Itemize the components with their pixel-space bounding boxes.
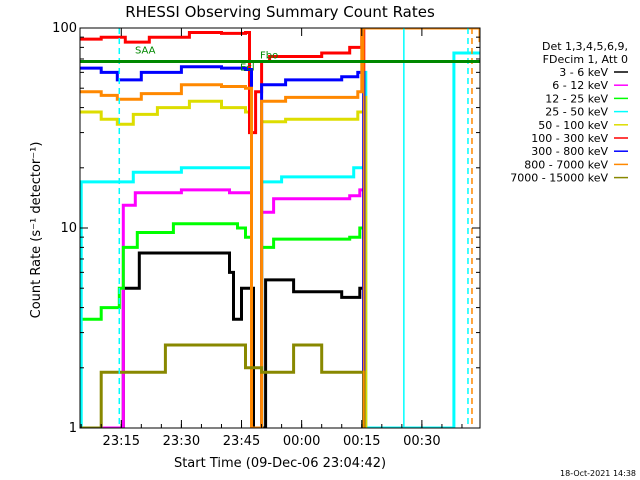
flag-label-saa: SAA [135,45,156,56]
legend-header-2: FDecim 1, Att 0 [543,53,628,66]
series-line-7 [80,65,366,428]
x-tick-label-4: 00:00 [283,434,320,449]
flag-label-ecl: Ecl [240,62,255,73]
flag-label-fbo: Fbo [260,50,278,61]
axes: 23:15 23:30 23:45 00:00 00:15 00:30 1 10 100 [52,21,481,449]
series-line-3 [80,222,366,428]
series-line-5 [80,95,368,428]
x-tick-label-6: 00:30 [403,434,440,449]
x-axis-label: Start Time (09-Dec-06 23:04:42) [174,456,386,471]
plot-area: SAA Ecl Fbo [80,28,480,428]
date-stamp: 18-Oct-2021 14:38 [560,469,636,478]
legend-label-6: 100 - 300 keV [531,132,608,145]
y-tick-label-3: 100 [52,21,77,36]
y-axis-label: Count Rate (s⁻¹ detector⁻¹) [29,142,44,319]
legend-header-1: Det 1,3,4,5,6,9, [542,40,628,53]
plot-frame [79,27,481,429]
y-tick-label-2: 10 [60,221,77,236]
legend-label-5: 50 - 100 keV [538,119,608,132]
series-line-1 [80,251,366,428]
x-tick-label-1: 23:15 [103,434,140,449]
legend-label-8: 800 - 7000 keV [524,158,608,171]
legend-label-7: 300 - 800 keV [531,145,608,158]
series-line-9 [80,343,366,428]
x-tick-label-2: 23:30 [163,434,200,449]
x-tick-label-3: 23:45 [223,434,260,449]
y-tick-label-1: 1 [69,421,77,436]
legend-label-1: 3 - 6 keV [559,66,608,79]
legend-label-9: 7000 - 15000 keV [510,172,608,185]
x-tick-label-5: 00:15 [343,434,380,449]
series-line-8 [80,28,480,428]
series-line-2 [80,188,366,428]
legend: Det 1,3,4,5,6,9,FDecim 1, Att 03 - 6 keV… [510,40,628,185]
legend-label-3: 12 - 25 keV [545,92,608,105]
legend-label-4: 25 - 50 keV [545,106,608,119]
series-line-6 [80,28,366,428]
legend-label-2: 6 - 12 keV [552,79,608,92]
chart-title: RHESSI Observing Summary Count Rates [125,3,435,21]
